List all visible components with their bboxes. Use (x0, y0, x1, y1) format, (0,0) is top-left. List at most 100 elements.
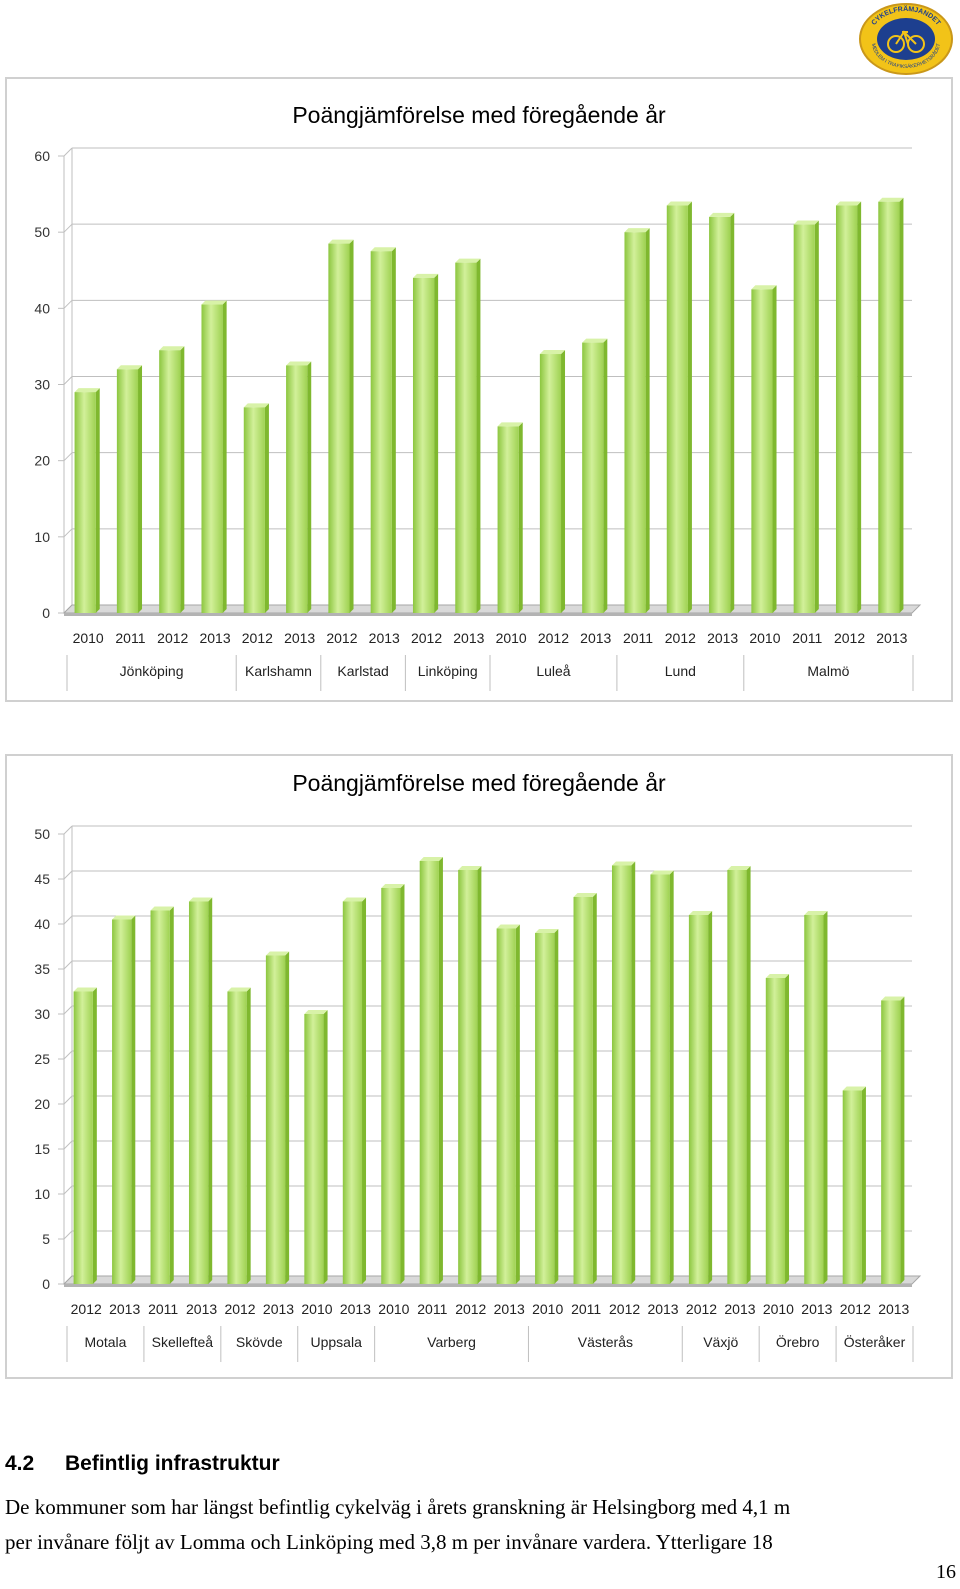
gridline-slant (63, 452, 73, 462)
x-city-label: Motala (84, 1334, 126, 1350)
x-year-label: 2012 (157, 630, 188, 646)
chart-1-title: Poängjämförelse med föregående år (292, 102, 666, 128)
bar-uppsala-2013 (342, 901, 363, 1284)
gridline-slant (63, 1230, 73, 1240)
bar-side (561, 350, 566, 613)
bar-top (304, 1010, 328, 1014)
x-year-label: 2012 (242, 630, 273, 646)
x-year-label: 2010 (378, 1301, 409, 1317)
bar-västerås-2013 (650, 874, 670, 1284)
bar-top (535, 929, 559, 933)
bar-side (476, 258, 481, 613)
y-tick-label: 30 (34, 1006, 50, 1022)
bar-side (823, 911, 828, 1284)
bar-side (323, 1010, 328, 1284)
y-tick-label: 40 (34, 916, 50, 932)
gridline-slant (63, 960, 73, 970)
bar-side (900, 996, 905, 1284)
bar-motala-2012 (73, 991, 93, 1284)
page-number: 16 (936, 1561, 956, 1583)
gridline-slant (63, 1140, 73, 1150)
y-tick-label: 10 (34, 1186, 50, 1202)
x-year-label: 2011 (792, 630, 822, 646)
bar-side (603, 338, 608, 613)
bar-luleå-2012 (539, 354, 562, 613)
x-year-label: 2012 (665, 630, 696, 646)
bar-side (180, 346, 185, 613)
bar-top (286, 361, 312, 366)
bar-motala-2013 (112, 919, 132, 1284)
y-tick-label: 30 (34, 377, 50, 393)
bar-linköping-2013 (455, 262, 477, 613)
bar-side (400, 884, 405, 1284)
x-year-label: 2010 (73, 630, 104, 646)
bar-side (857, 201, 862, 613)
x-year-label: 2013 (263, 1301, 294, 1317)
gridline-slant (63, 870, 73, 880)
y-tick-label: 40 (34, 300, 50, 316)
bar-side (814, 220, 819, 614)
bar-side (631, 861, 636, 1284)
bar-side (592, 893, 597, 1284)
x-year-label: 2013 (453, 630, 484, 646)
bar-skövde-2012 (227, 991, 247, 1284)
gridline-slant (63, 528, 73, 538)
x-year-label: 2011 (417, 1301, 447, 1317)
points-comparison-chart-1: Poängjämförelse med föregående år 0 10 20 30… (5, 77, 953, 702)
bar-top (709, 212, 735, 217)
gridline-slant (63, 1095, 73, 1105)
bar-top (112, 915, 136, 920)
bar-side (264, 403, 269, 613)
bar-top (804, 911, 828, 915)
bar-jönköping-2013 (201, 304, 223, 613)
bar-top (650, 870, 674, 875)
gridline-slant (63, 915, 73, 925)
bar-jönköping-2012 (159, 350, 181, 613)
x-city-label: Skövde (236, 1334, 283, 1350)
bar-top (496, 924, 520, 929)
bar-side (554, 929, 559, 1284)
x-year-label: 2013 (580, 630, 611, 646)
bar-top (73, 987, 97, 992)
bar-side (391, 247, 396, 614)
gridline-slant (63, 1050, 73, 1060)
y-tick-label: 35 (34, 961, 50, 977)
bar-top (150, 906, 174, 911)
bar-top (265, 951, 290, 956)
x-year-label: 2013 (199, 630, 230, 646)
bar-skellefteå-2013 (188, 901, 209, 1284)
bar-österåker-2012 (842, 1090, 862, 1284)
chart-1-svg: Poängjämförelse med föregående år 0 10 20 30… (34, 102, 922, 691)
bar-side (708, 911, 713, 1284)
bar-top (688, 911, 713, 915)
bar-västerås-2010 (535, 933, 555, 1284)
bar-top (159, 346, 185, 351)
bar-varberg-2012 (458, 870, 478, 1284)
x-year-label: 2012 (840, 1301, 871, 1317)
bar-top (611, 861, 636, 866)
bar-karlstad-2012 (328, 243, 350, 613)
x-year-label: 2012 (455, 1301, 486, 1317)
bar-side (861, 1086, 866, 1284)
bar-malmö-2011 (793, 224, 815, 614)
gridline-slant (63, 376, 73, 385)
chart-floor-edge (64, 1284, 912, 1287)
bar-top (74, 388, 100, 393)
x-city-label: Jönköping (120, 663, 184, 679)
bar-top (370, 247, 396, 252)
bar-top (243, 403, 269, 408)
bar-österåker-2013 (881, 1000, 901, 1284)
bar-top (419, 857, 443, 861)
x-year-label: 2010 (749, 630, 780, 646)
x-year-label: 2013 (494, 1301, 525, 1317)
chart-2-svg: Poängjämförelse med föregående år 0 5 10 15 2… (34, 770, 922, 1362)
chart-2-title: Poängjämförelse med föregående år (292, 770, 666, 796)
bar-side (772, 285, 777, 613)
bar-side (645, 228, 650, 613)
bar-skellefteå-2011 (150, 910, 170, 1284)
y-tick-label: 15 (34, 1141, 50, 1157)
bar-side (730, 212, 735, 613)
y-tick-label: 50 (34, 224, 50, 240)
x-year-label: 2013 (369, 630, 400, 646)
gridline-slant (63, 825, 73, 835)
